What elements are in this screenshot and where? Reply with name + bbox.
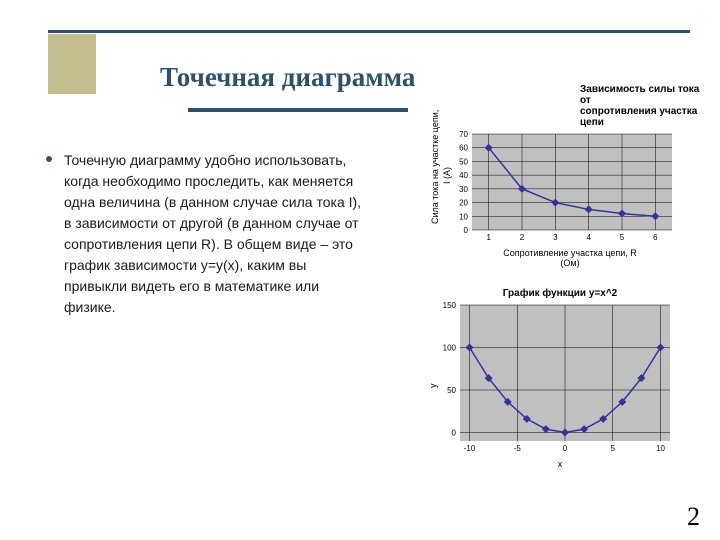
chart1-plot: 0 10 20 30 40 50 60 70 1 2 3 4 5 6 xyxy=(420,128,700,248)
chart2-ylabel: y xyxy=(428,384,438,389)
svg-text:10: 10 xyxy=(459,212,468,221)
svg-text:100: 100 xyxy=(443,344,457,353)
svg-text:70: 70 xyxy=(459,130,468,139)
svg-text:3: 3 xyxy=(553,233,558,242)
chart1-xlabel: Сопротивление участка цепи, R (Ом) xyxy=(470,248,670,268)
svg-text:30: 30 xyxy=(459,185,468,194)
svg-text:50: 50 xyxy=(447,386,456,395)
svg-text:0: 0 xyxy=(563,444,568,453)
bullet-icon xyxy=(46,156,52,162)
chart2-title: График функции y=x^2 xyxy=(460,288,660,299)
svg-text:60: 60 xyxy=(459,144,468,153)
svg-text:-5: -5 xyxy=(514,444,522,453)
chart1-title: Зависимость силы тока от сопротивления у… xyxy=(580,84,700,128)
body-text: Точечную диаграмму удобно использовать, … xyxy=(64,150,364,318)
svg-text:5: 5 xyxy=(620,233,625,242)
chart1-ylabel2: I (А) xyxy=(442,167,452,184)
svg-text:4: 4 xyxy=(586,233,591,242)
parabola-chart: График функции y=x^2 y 0 50 100 150 -10 -5 0 5 1… xyxy=(420,288,690,488)
svg-text:-10: -10 xyxy=(464,444,476,453)
svg-text:1: 1 xyxy=(486,233,491,242)
svg-text:5: 5 xyxy=(611,444,616,453)
svg-text:10: 10 xyxy=(656,444,665,453)
svg-text:50: 50 xyxy=(459,157,468,166)
svg-text:0: 0 xyxy=(464,226,469,235)
chart2-plot: 0 50 100 150 -10 -5 0 5 10 xyxy=(420,299,690,459)
scatter-chart-current-resistance: Зависимость силы тока от сопротивления у… xyxy=(420,84,700,264)
svg-text:40: 40 xyxy=(459,171,468,180)
title-underline xyxy=(188,108,408,112)
svg-text:150: 150 xyxy=(443,301,457,310)
svg-text:2: 2 xyxy=(520,233,525,242)
page-number: 2 xyxy=(687,502,700,532)
decorative-block xyxy=(48,34,96,94)
slide-title: Точечная диаграмма xyxy=(160,62,415,93)
svg-text:6: 6 xyxy=(653,233,658,242)
chart1-ylabel: Сила тока на участке цепи, xyxy=(430,110,440,224)
svg-text:0: 0 xyxy=(452,429,457,438)
body-paragraph: Точечную диаграмму удобно использовать, … xyxy=(64,152,361,315)
svg-text:20: 20 xyxy=(459,199,468,208)
chart2-xlabel: x xyxy=(460,459,660,469)
top-decorative-line xyxy=(48,30,690,33)
